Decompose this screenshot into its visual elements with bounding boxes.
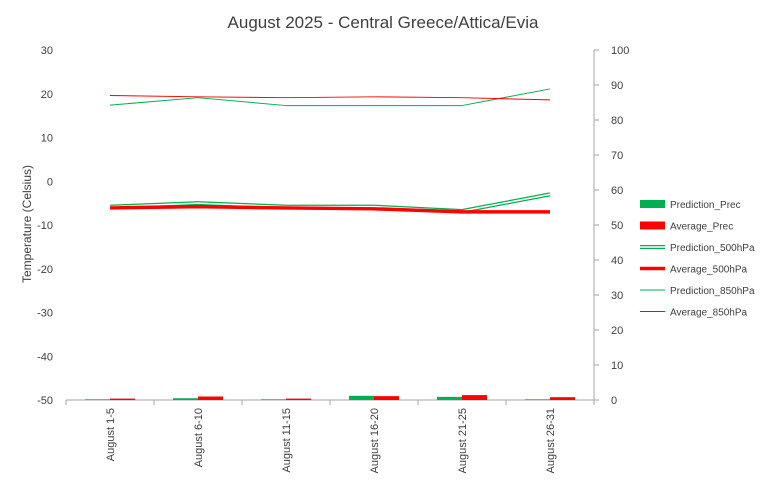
bar-average-prec — [462, 395, 487, 400]
y-tick-label: -10 — [37, 220, 53, 232]
y2-tick-label: 30 — [611, 290, 623, 302]
bar-average-prec — [110, 398, 135, 400]
y2-tick-label: 50 — [611, 220, 623, 232]
legend-item-prediction-500hpa-label: Prediction_500hPa — [670, 243, 755, 254]
bar-prediction-prec — [261, 399, 286, 400]
bar-prediction-prec — [173, 398, 198, 400]
precipitation-bars — [85, 395, 575, 400]
line-average-500hpa — [109, 204, 550, 214]
y-tick-label: 20 — [41, 89, 53, 101]
x-tick-label: August 11-15 — [281, 408, 293, 473]
y2-tick-label: 40 — [611, 255, 623, 267]
y-tick-label: 30 — [41, 45, 53, 57]
line-average-850hpa — [109, 95, 551, 101]
y2-tick-label: 70 — [611, 150, 623, 162]
y2-tick-label: 90 — [611, 80, 623, 92]
bar-average-prec — [374, 396, 399, 400]
bar-prediction-prec — [349, 395, 374, 400]
y-tick-label: 0 — [47, 176, 53, 188]
y-tick-label: -40 — [37, 351, 53, 363]
y-tick-label: -50 — [37, 395, 53, 407]
x-tick-label: August 21-25 — [457, 408, 469, 473]
legend-item-average-850hpa-label: Average_850hPa — [670, 308, 748, 319]
bar-prediction-prec — [525, 399, 550, 400]
axes: 3020100-10-20-30-40-50100908070605040302… — [37, 45, 629, 407]
y-tick-label: -30 — [37, 308, 53, 320]
x-tick-label: August 1-5 — [105, 408, 117, 461]
legend-item-prediction-850hpa-label: Prediction_850hPa — [670, 286, 755, 297]
legend: Prediction_Prec Average_Prec Prediction_50… — [640, 200, 755, 319]
bar-average-prec — [286, 398, 311, 400]
y2-tick-label: 0 — [611, 395, 617, 407]
legend-item-average-500hpa-label: Average_500hPa — [670, 265, 748, 276]
y2-tick-label: 100 — [611, 45, 629, 57]
y-tick-label: 10 — [41, 133, 53, 145]
legend-item-average-prec-swatch — [640, 221, 665, 230]
x-tick-labels: August 1-5 August 6-10 August 11-15 August … — [105, 408, 557, 473]
series-lines — [109, 88, 551, 214]
legend-item-prediction-prec-swatch — [640, 200, 665, 208]
y2-tick-label: 10 — [611, 360, 623, 372]
x-tick-label: August 16-20 — [369, 408, 381, 473]
y-axis-label: Temperature (Celsius) — [20, 165, 34, 283]
bar-average-prec — [550, 397, 575, 400]
y-tick-label: -20 — [37, 264, 53, 276]
x-tick-label: August 26-31 — [545, 408, 557, 473]
legend-item-average-prec-label: Average_Prec — [670, 222, 733, 233]
line-prediction-850hpa — [109, 88, 551, 107]
y2-tick-label: 80 — [611, 115, 623, 127]
bar-prediction-prec — [437, 396, 462, 400]
y2-tick-label: 20 — [611, 325, 623, 337]
legend-item-prediction-prec-label: Prediction_Prec — [670, 200, 741, 211]
bar-average-prec — [198, 396, 223, 400]
chart-title: August 2025 - Central Greece/Attica/Evia — [228, 13, 539, 32]
x-tick-label: August 6-10 — [193, 408, 205, 467]
bar-prediction-prec — [85, 399, 110, 400]
y2-tick-label: 60 — [611, 185, 623, 197]
